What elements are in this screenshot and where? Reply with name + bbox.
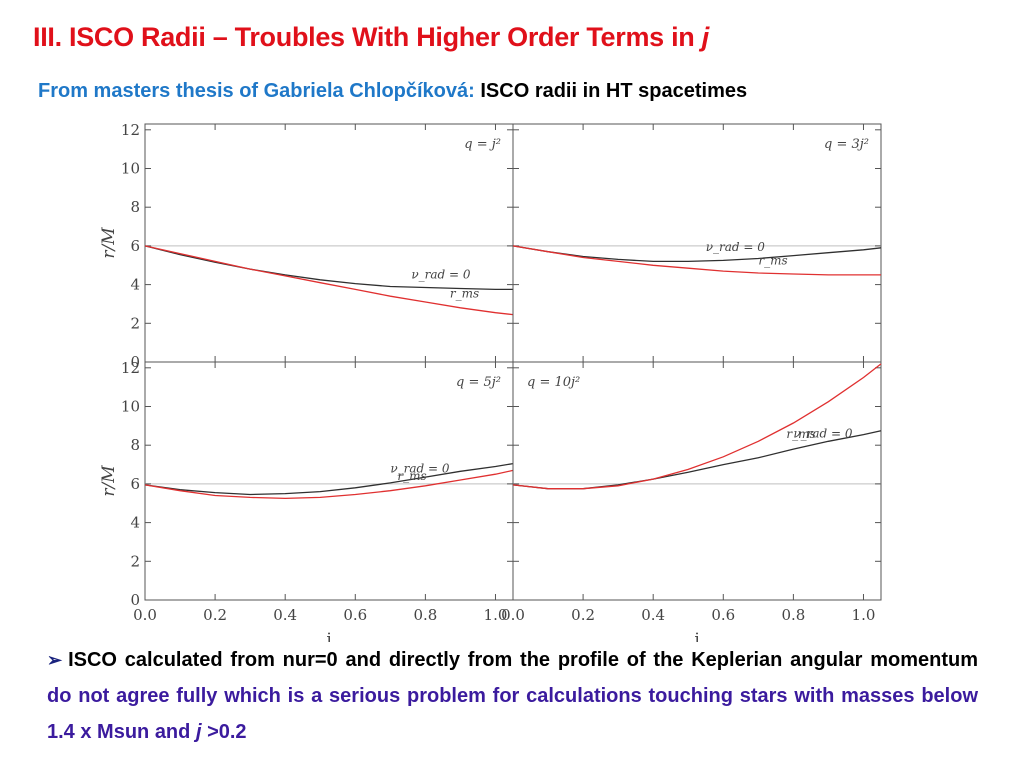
y-tick-label: 6 xyxy=(130,475,140,493)
y-tick-label: 2 xyxy=(130,314,140,332)
x-tick-label: 0.2 xyxy=(571,606,595,624)
slide-subtitle: From masters thesis of Gabriela Chlopčík… xyxy=(38,80,747,103)
x-tick-label: 0.4 xyxy=(273,606,297,624)
y-tick-label: 0 xyxy=(130,353,140,371)
bullet-text-part1: ISCO calculated from nur=0 and directly … xyxy=(68,649,978,671)
subtitle-source: From masters thesis of Gabriela Chlopčík… xyxy=(38,80,475,102)
series-label-r-ms: r_ms xyxy=(758,253,787,267)
x-tick-label: 1.0 xyxy=(852,606,876,624)
series-line-r-ms xyxy=(144,469,514,500)
bullet-arrow-icon: ➢ xyxy=(47,650,63,670)
panel-frame xyxy=(512,361,882,601)
y-axis-label: r/M xyxy=(99,227,119,259)
panel-label: q = 5j² xyxy=(456,375,501,390)
series-label-nu-rad: ν_rad = 0 xyxy=(390,461,450,475)
bullet-text-part3: >0.2 xyxy=(207,721,247,743)
y-tick-label: 8 xyxy=(130,198,140,216)
y-tick-label: 4 xyxy=(130,514,140,532)
series-label-nu-rad: ν_rad = 0 xyxy=(706,240,766,254)
x-tick-label: 0.0 xyxy=(501,606,525,624)
bullet-variable: j xyxy=(195,721,202,743)
series-label-r-ms: r_ms xyxy=(450,286,479,300)
series-line-r-ms xyxy=(512,363,882,490)
isco-chart: ν_rad = 0r_msq = j²ν_rad = 0r_msq = 3j²ν… xyxy=(99,121,882,642)
bullet-point: ➢ ISCO calculated from nur=0 and directly… xyxy=(47,642,978,750)
panel-label: q = 10j² xyxy=(527,375,580,390)
series-label-r-ms: r_ms xyxy=(786,427,815,441)
y-axis-label: r/M xyxy=(99,465,119,497)
y-tick-label: 8 xyxy=(130,436,140,454)
y-tick-label: 12 xyxy=(121,359,140,377)
y-tick-label: 2 xyxy=(130,552,140,570)
title-main: III. ISCO Radii – Troubles With Higher O… xyxy=(33,22,702,52)
x-tick-label: 1.0 xyxy=(484,606,508,624)
series-label-r-ms: r_ms xyxy=(397,469,426,483)
y-tick-label: 4 xyxy=(130,276,140,294)
x-tick-label: 0.2 xyxy=(203,606,227,624)
x-tick-label: 0.8 xyxy=(413,606,437,624)
series-line-r-ms xyxy=(144,245,514,316)
bullet-text-part2: do not agree fully which is a serious pr… xyxy=(47,685,978,743)
panel-frame xyxy=(512,123,882,363)
series-label-nu-rad: ν_rad = 0 xyxy=(793,426,853,440)
x-axis-label: j xyxy=(692,630,699,642)
series-line-nu-rad xyxy=(144,462,514,496)
x-axis-label: j xyxy=(324,630,331,642)
x-tick-label: 0.4 xyxy=(641,606,665,624)
series-line-nu-rad xyxy=(512,245,882,263)
panel-label: q = j² xyxy=(464,137,501,152)
y-tick-label: 10 xyxy=(121,160,140,178)
y-tick-label: 10 xyxy=(121,398,140,416)
x-tick-label: 0.0 xyxy=(133,606,157,624)
series-label-nu-rad: ν_rad = 0 xyxy=(411,267,471,281)
slide-title: III. ISCO Radii – Troubles With Higher O… xyxy=(33,22,709,53)
panel-label: q = 3j² xyxy=(824,137,869,152)
x-tick-label: 0.6 xyxy=(343,606,367,624)
x-tick-label: 0.8 xyxy=(781,606,805,624)
y-tick-label: 6 xyxy=(130,237,140,255)
x-tick-label: 0.6 xyxy=(711,606,735,624)
subtitle-topic: ISCO radii in HT spacetimes xyxy=(480,80,748,102)
y-tick-label: 0 xyxy=(130,591,140,609)
title-variable: j xyxy=(701,22,710,52)
panel-frame xyxy=(144,123,514,363)
y-tick-label: 12 xyxy=(121,121,140,139)
series-line-r-ms xyxy=(512,245,881,276)
series-line-nu-rad xyxy=(144,245,513,291)
